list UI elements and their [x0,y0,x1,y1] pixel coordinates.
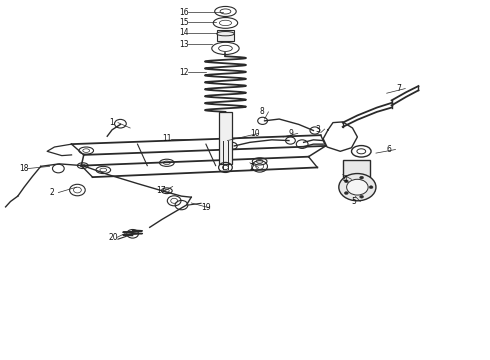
Text: 1: 1 [109,118,114,127]
Bar [343,159,370,177]
Text: 8: 8 [260,107,265,116]
Circle shape [369,186,373,189]
Text: 14: 14 [179,28,189,37]
Text: 16: 16 [179,8,189,17]
Bar [217,31,234,41]
Text: 19: 19 [201,203,211,212]
Text: 5: 5 [351,197,356,206]
Text: 12: 12 [179,68,189,77]
Text: 20: 20 [108,233,118,242]
Circle shape [346,179,368,195]
Text: 3: 3 [316,125,321,134]
Text: 9: 9 [289,129,294,138]
Ellipse shape [217,32,234,36]
Text: 7: 7 [396,84,401,93]
Text: 2: 2 [49,188,54,197]
Circle shape [344,180,348,183]
Text: 4: 4 [343,175,347,184]
Text: 2: 2 [250,163,255,172]
Text: 15: 15 [179,18,189,27]
Text: 17: 17 [156,186,166,195]
Text: 13: 13 [179,40,189,49]
Bar [219,112,232,164]
Circle shape [360,176,364,179]
Text: 18: 18 [19,164,29,173]
Text: 6: 6 [387,145,392,154]
Circle shape [360,195,364,198]
Circle shape [344,192,348,194]
Text: 11: 11 [162,134,172,143]
Text: 10: 10 [250,129,260,138]
Circle shape [339,174,376,201]
